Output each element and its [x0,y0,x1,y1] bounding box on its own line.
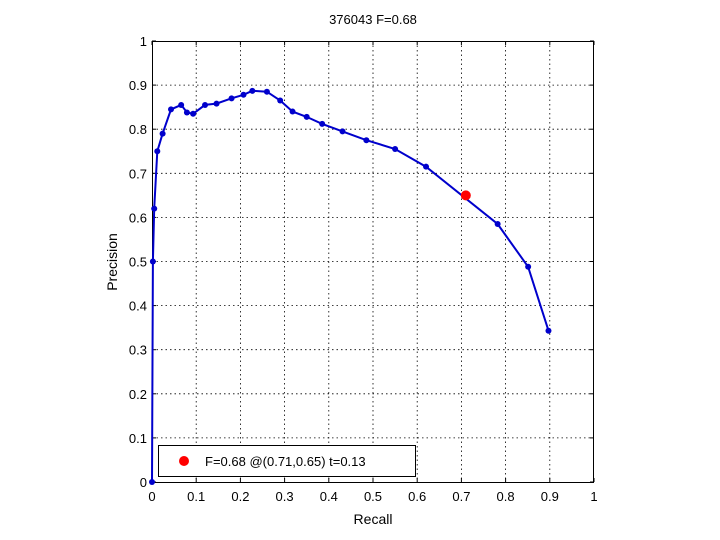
x-tick-label: 1 [590,489,597,504]
x-tick-label: 0.9 [541,489,559,504]
series-line [151,89,550,483]
data-point [202,101,209,108]
data-point [178,101,185,108]
x-tick-label: 0.1 [187,489,205,504]
data-point [319,120,326,127]
y-tick-label: 0.9 [129,78,147,93]
y-tick-label: 0.4 [129,299,147,314]
data-layer [149,87,552,485]
data-point [149,479,155,485]
best-f-point [460,190,471,201]
x-tick-label: 0.3 [276,489,294,504]
data-point [240,91,247,98]
data-point [249,87,256,94]
y-tick-label: 0.1 [129,431,147,446]
legend-text: F=0.68 @(0.71,0.65) t=0.13 [205,454,366,469]
legend-marker-icon [179,456,189,466]
data-point [168,106,175,113]
y-axis-label: Precision [104,233,120,291]
x-tick-label: 0.2 [231,489,249,504]
data-point [228,95,235,102]
data-point [277,97,284,104]
y-tick-label: 0.7 [129,166,147,181]
data-point [363,137,370,144]
x-tick-label: 0.5 [364,489,382,504]
x-tick-label: 0.8 [497,489,515,504]
data-point [154,148,161,155]
x-axis-label: Recall [354,511,393,527]
data-point [263,88,270,95]
data-point [494,221,501,228]
x-tick-label: 0.4 [320,489,338,504]
data-point [213,100,220,107]
y-tick-label: 0.6 [129,210,147,225]
data-point [289,108,296,115]
grid-layer [152,41,594,482]
x-tick-label: 0.6 [408,489,426,504]
data-point [525,263,532,270]
y-tick-label: 0.3 [129,343,147,358]
data-point [392,146,399,153]
data-point [159,130,166,137]
y-tick-label: 1 [140,34,147,49]
legend-box [158,445,416,477]
data-point [303,113,310,120]
data-point [183,109,190,116]
data-point [339,128,346,135]
chart-title: 376043 F=0.68 [329,12,417,27]
x-tick-label: 0 [148,489,155,504]
data-point [423,163,430,170]
y-tick-label: 0.2 [129,387,147,402]
data-point [149,258,156,265]
y-tick-label: 0.8 [129,122,147,137]
data-point [151,205,158,212]
tick-layer: 0 0.1 0.2 0.3 0.4 0.5 0.6 0.7 0.8 0.9 1 0 0.1 0.2 0.3 0… [129,34,598,504]
y-tick-label: 0.5 [129,255,147,270]
y-tick-label: 0 [140,475,147,490]
legend: F=0.68 @(0.71,0.65) t=0.13 [158,445,416,477]
data-point [190,110,197,117]
x-tick-label: 0.7 [452,489,470,504]
data-point [545,327,552,334]
